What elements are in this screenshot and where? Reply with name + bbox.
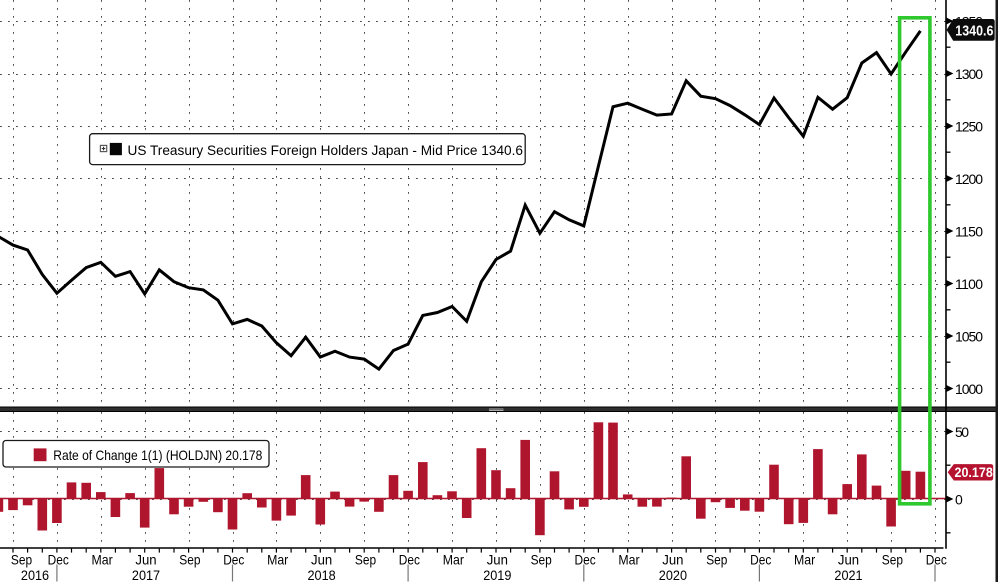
svg-text:Sep: Sep — [179, 551, 200, 567]
svg-text:Mar: Mar — [443, 551, 464, 567]
svg-text:1000: 1000 — [955, 381, 983, 397]
svg-text:Sep: Sep — [355, 551, 376, 567]
svg-text:Sep: Sep — [531, 551, 552, 567]
svg-text:Mar: Mar — [92, 551, 113, 567]
svg-text:1250: 1250 — [955, 119, 983, 135]
svg-text:Sep: Sep — [706, 551, 727, 567]
svg-text:1100: 1100 — [955, 276, 983, 292]
svg-text:2020: 2020 — [659, 567, 687, 582]
svg-text:2016: 2016 — [21, 567, 49, 582]
svg-text:1300: 1300 — [955, 66, 983, 82]
svg-text:Dec: Dec — [48, 551, 69, 567]
svg-text:Jun: Jun — [311, 551, 332, 567]
svg-text:Sep: Sep — [882, 551, 903, 567]
svg-text:1200: 1200 — [955, 171, 983, 187]
svg-text:US Treasury Securities Foreign: US Treasury Securities Foreign Holders J… — [128, 142, 524, 158]
svg-text:Mar: Mar — [618, 551, 639, 567]
svg-text:Dec: Dec — [399, 551, 420, 567]
svg-text:Jun: Jun — [662, 551, 683, 567]
svg-text:Jun: Jun — [487, 551, 508, 567]
svg-text:1050: 1050 — [955, 329, 983, 345]
svg-text:Mar: Mar — [267, 551, 288, 567]
svg-text:Dec: Dec — [223, 551, 244, 567]
svg-text:0: 0 — [955, 492, 963, 508]
svg-text:Mar: Mar — [794, 551, 815, 567]
svg-text:2019: 2019 — [483, 567, 511, 582]
svg-text:Dec: Dec — [750, 551, 771, 567]
svg-text:1150: 1150 — [955, 224, 983, 240]
svg-text:50: 50 — [955, 424, 969, 440]
svg-text:20.178: 20.178 — [955, 464, 993, 480]
svg-text:2021: 2021 — [834, 567, 862, 582]
svg-text:Rate of Change 1(1) (HOLDJN) 2: Rate of Change 1(1) (HOLDJN) 20.178 — [53, 447, 262, 463]
svg-text:2018: 2018 — [308, 567, 336, 582]
svg-text:1340.6: 1340.6 — [955, 22, 993, 39]
svg-text:Sep: Sep — [11, 551, 32, 567]
svg-text:Jun: Jun — [838, 551, 859, 567]
svg-text:Dec: Dec — [926, 551, 947, 567]
svg-text:Dec: Dec — [575, 551, 596, 567]
svg-text:2017: 2017 — [132, 567, 160, 582]
svg-text:Jun: Jun — [135, 551, 156, 567]
